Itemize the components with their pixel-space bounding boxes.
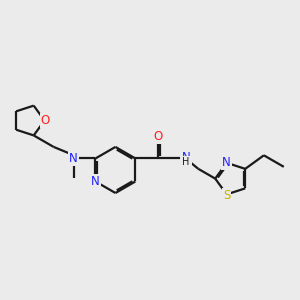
Text: N: N [182,151,191,164]
Text: N: N [69,152,78,165]
Text: N: N [222,156,231,169]
Text: N: N [91,175,100,188]
Text: O: O [154,130,163,143]
Text: O: O [41,114,50,127]
Text: S: S [223,189,230,202]
Text: H: H [182,157,189,167]
